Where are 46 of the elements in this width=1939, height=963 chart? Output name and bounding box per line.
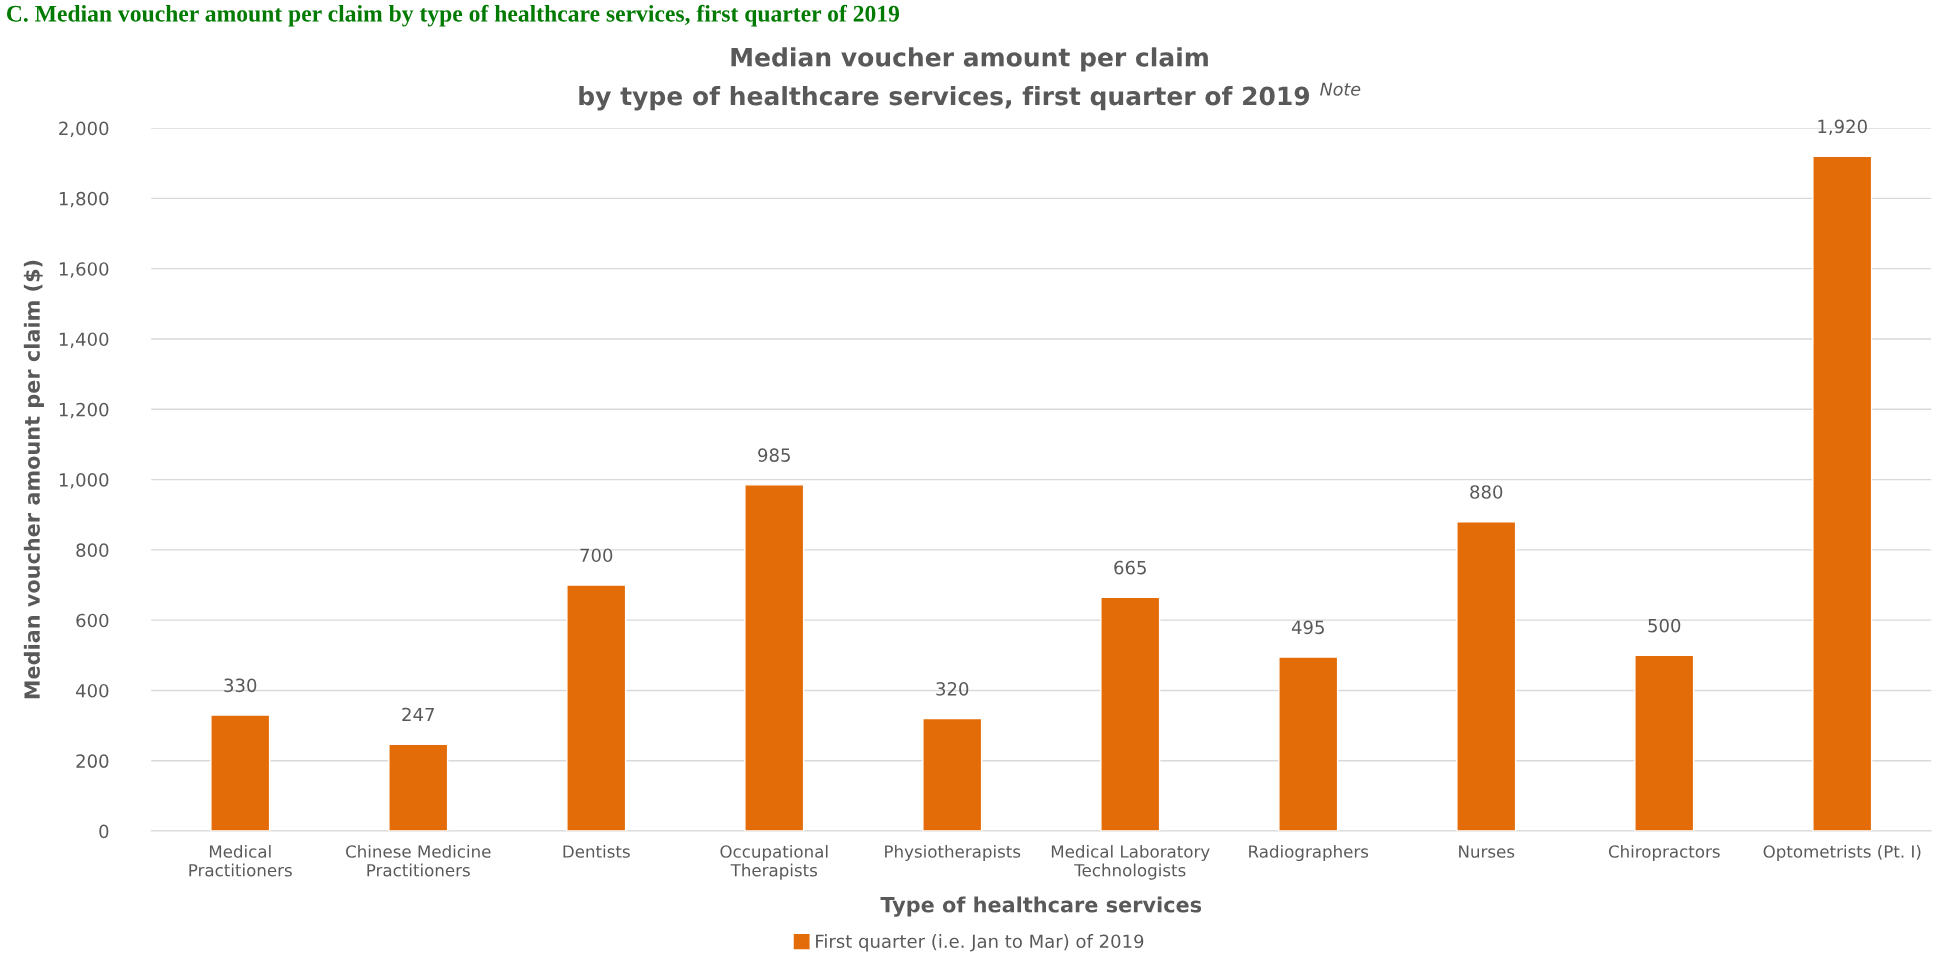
bar [922, 717, 983, 832]
y-axis-title: Median voucher amount per claim ($) [23, 260, 44, 699]
x-axis-title: Type of healthcare services [880, 896, 1202, 917]
text: 330 [224, 678, 257, 693]
bar [1100, 596, 1161, 832]
x-tick-label: Chinese Medicine Practitioners [346, 844, 491, 877]
text: 665 [1114, 560, 1146, 575]
x-tick-label: Nurses [1459, 845, 1515, 858]
text: 700 [580, 548, 613, 563]
text: 495 [1291, 620, 1324, 635]
x-tick-label: Medical Practitioners [189, 844, 292, 877]
text: 1,920 [1818, 119, 1867, 136]
text: 247 [402, 707, 434, 722]
chart-title: Median voucher amount per claim by type of healthcare services, first quarter of 2019 $^{Note}$ [579, 47, 1361, 111]
y-tick-label: 400 [75, 683, 109, 698]
y-tick-label: 1,800 [59, 191, 109, 208]
x-tick-label: Physiotherapists [885, 844, 1021, 862]
x-tick-label: Radiographers [1249, 844, 1369, 862]
y-tick-label: 1,000 [59, 473, 109, 489]
bar [744, 484, 805, 832]
bar [388, 743, 449, 832]
x-tick-label: Optometrists (Pt. I) [1763, 844, 1921, 862]
y-tick-label: 800 [76, 543, 109, 557]
y-tick-label: 200 [76, 754, 109, 768]
y-tick-label: 1,600 [59, 262, 109, 278]
bar [1456, 521, 1517, 832]
text: 320 [936, 681, 969, 696]
bar [566, 584, 627, 832]
text: C. Median voucher amount per claim by type of healthcare services, first quarter of 2019 [6, 4, 900, 27]
bar [1634, 654, 1695, 832]
bar [210, 714, 271, 832]
y-tick-label: 1,400 [59, 332, 109, 348]
x-tick-label: Medical Laboratory Technologists [1051, 844, 1210, 880]
x-tick-label: Dentists [563, 844, 630, 858]
legend-label: First quarter (i.e. Jan to Mar) of 2019 [816, 934, 1144, 952]
y-tick-label: 1,200 [59, 402, 109, 419]
bar [1278, 656, 1339, 832]
y-tick-label: 0 [99, 824, 109, 839]
y-tick-label: 600 [76, 613, 109, 628]
x-tick-label: Occupational Therapists [720, 844, 828, 880]
text: 500 [1648, 618, 1681, 633]
text: 985 [758, 448, 790, 462]
y-tick-label: 2,000 [59, 121, 109, 138]
x-tick-label: Chiropractors [1608, 844, 1720, 862]
bar [1812, 155, 1873, 832]
text: 880 [1470, 485, 1503, 499]
